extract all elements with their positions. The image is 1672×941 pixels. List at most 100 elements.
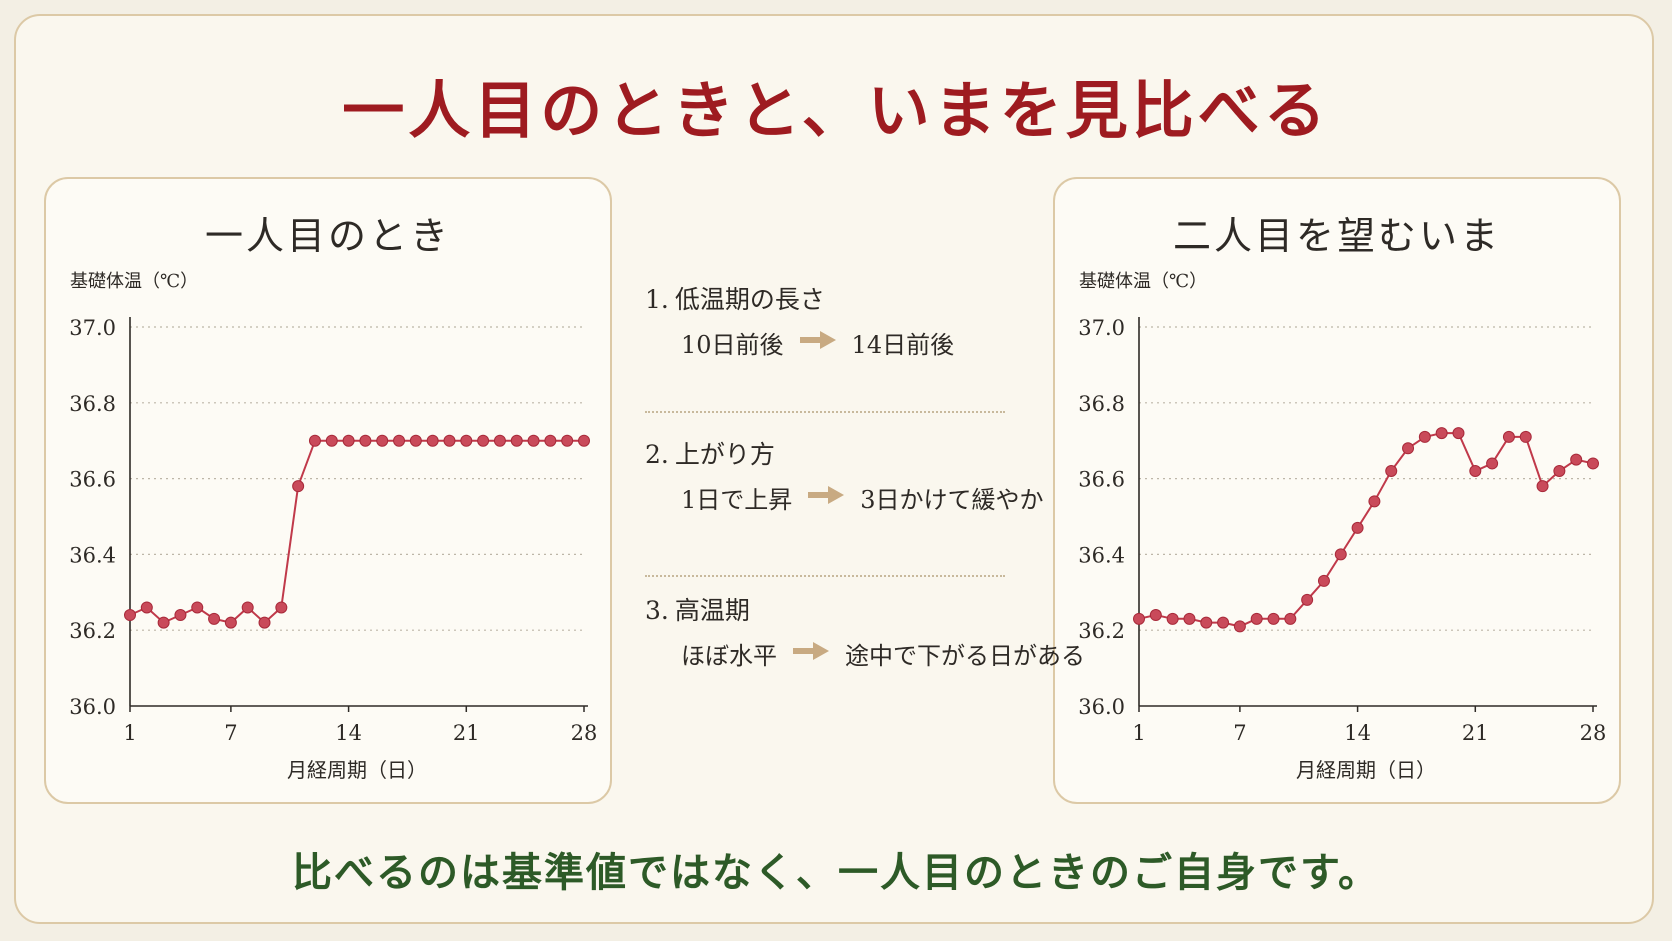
- comparison-heading: 1. 低温期の長さ: [645, 280, 1015, 316]
- data-point: [359, 434, 372, 447]
- data-point: [1317, 574, 1330, 587]
- data-point: [1217, 616, 1230, 629]
- data-point: [493, 434, 506, 447]
- data-point: [1250, 612, 1263, 625]
- comparison-change: ほぼ水平 途中で下がる日がある: [681, 636, 1085, 671]
- data-point: [1587, 457, 1599, 470]
- arrow-right-icon: [798, 329, 838, 357]
- y-tick-label: 36.0: [1078, 695, 1125, 719]
- series-line: [1138, 432, 1594, 628]
- data-point: [1402, 442, 1415, 455]
- y-axis-label: 基礎体温（℃）: [70, 271, 198, 292]
- divider: [645, 575, 1005, 577]
- data-point: [308, 434, 321, 447]
- y-axis-label: 基礎体温（℃）: [1079, 271, 1207, 292]
- x-tick-label: 1: [123, 721, 136, 745]
- comparison-heading-text: 高温期: [674, 596, 750, 625]
- data-point: [124, 609, 136, 622]
- x-tick-label: 7: [1233, 721, 1246, 745]
- x-tick-label: 7: [224, 721, 237, 745]
- data-point: [1418, 430, 1431, 443]
- x-tick-label: 28: [571, 721, 598, 745]
- comparison-heading-text: 上がり方: [674, 440, 775, 469]
- comparison-number: 3.: [645, 596, 669, 625]
- data-point: [157, 616, 170, 629]
- x-tick-label: 1: [1132, 721, 1145, 745]
- data-point: [292, 480, 305, 493]
- data-point: [325, 434, 338, 447]
- data-point: [376, 434, 389, 447]
- data-point: [527, 434, 540, 447]
- data-point: [208, 612, 221, 625]
- data-point: [426, 434, 439, 447]
- data-point: [1284, 612, 1297, 625]
- data-point: [1519, 430, 1532, 443]
- data-point: [1536, 480, 1549, 493]
- data-point: [1368, 495, 1381, 508]
- y-tick-label: 36.4: [1078, 543, 1125, 567]
- comparison-item-low-phase: 1. 低温期の長さ 10日前後 14日前後: [645, 280, 1015, 359]
- x-tick-label: 14: [1344, 721, 1371, 745]
- data-point: [1486, 457, 1499, 470]
- comparison-after: 14日前後: [851, 331, 955, 359]
- data-point: [1553, 465, 1566, 478]
- chart-title-now: 二人目を望むいま: [1172, 214, 1501, 258]
- footer-message: 比べるのは基準値ではなく、一人目のときのご自身です。: [292, 849, 1380, 896]
- arrow-right-icon: [791, 640, 831, 668]
- data-point: [393, 434, 406, 447]
- x-axis-label: 月経周期（日）: [287, 758, 427, 782]
- comparison-heading: 3. 高温期: [645, 591, 1015, 627]
- comparison-before: ほぼ水平: [681, 642, 777, 670]
- data-point: [477, 434, 490, 447]
- data-point: [241, 601, 254, 614]
- comparison-before: 10日前後: [681, 331, 784, 359]
- data-point: [1435, 427, 1448, 440]
- data-point: [1385, 465, 1398, 478]
- data-point: [578, 434, 590, 447]
- comparison-change: 10日前後 14日前後: [681, 325, 954, 360]
- data-point: [1133, 612, 1145, 625]
- data-point: [1334, 548, 1347, 561]
- y-tick-label: 36.2: [69, 619, 116, 643]
- data-point: [1452, 427, 1465, 440]
- data-point: [1469, 465, 1482, 478]
- data-point: [174, 609, 187, 622]
- y-tick-label: 37.0: [69, 316, 116, 340]
- chart-title-first: 一人目のとき: [204, 214, 451, 258]
- y-tick-label: 36.6: [69, 468, 116, 492]
- x-tick-label: 21: [453, 721, 480, 745]
- line-chart-now: 36.0 36.2 36.4 36.6 36.8 37.0 1 7 14 21 28 基礎体温（℃） 月…: [1078, 271, 1606, 782]
- comparison-change: 1日で上昇 3日かけて緩やか: [681, 480, 1044, 515]
- comparison-heading: 2. 上がり方: [645, 435, 1015, 471]
- data-point: [1267, 612, 1280, 625]
- comparison-heading-text: 低温期の長さ: [674, 285, 825, 314]
- data-point: [1301, 593, 1314, 606]
- x-tick-label: 14: [335, 721, 362, 745]
- data-point: [224, 616, 237, 629]
- data-point: [460, 434, 473, 447]
- comparison-before: 1日で上昇: [681, 486, 793, 514]
- comparison-after: 途中で下がる日がある: [845, 642, 1085, 670]
- y-tick-label: 36.2: [1078, 619, 1125, 643]
- chart-panel-first: 一人目のとき 36.0 36.2 36.4 36.6 36.8 37.0 1 7 14 21 28 基…: [44, 177, 612, 804]
- data-point: [1166, 612, 1179, 625]
- data-point: [409, 434, 422, 447]
- comparison-number: 2.: [645, 440, 669, 469]
- y-tick-label: 36.0: [69, 695, 116, 719]
- comparison-number: 1.: [645, 285, 669, 314]
- page-title: 一人目のときと、いまを見比べる: [342, 74, 1330, 147]
- x-axis-label: 月経周期（日）: [1296, 758, 1436, 782]
- data-point: [1351, 521, 1364, 534]
- comparison-item-rise: 2. 上がり方 1日で上昇 3日かけて緩やか: [645, 435, 1044, 514]
- data-point: [1502, 430, 1515, 443]
- data-point: [140, 601, 153, 614]
- data-point: [342, 434, 355, 447]
- y-tick-label: 36.4: [69, 543, 116, 567]
- data-point: [510, 434, 523, 447]
- data-point: [1183, 612, 1196, 625]
- comparison-item-high-phase: 3. 高温期 ほぼ水平 途中で下がる日がある: [645, 591, 1085, 670]
- data-point: [1149, 609, 1162, 622]
- chart-panel-now: 二人目を望むいま 36.0 36.2 36.4 36.6 36.8 37.0 1 7 14 21 2…: [1053, 177, 1621, 804]
- comparison-after: 3日かけて緩やか: [860, 486, 1044, 514]
- data-point: [258, 616, 271, 629]
